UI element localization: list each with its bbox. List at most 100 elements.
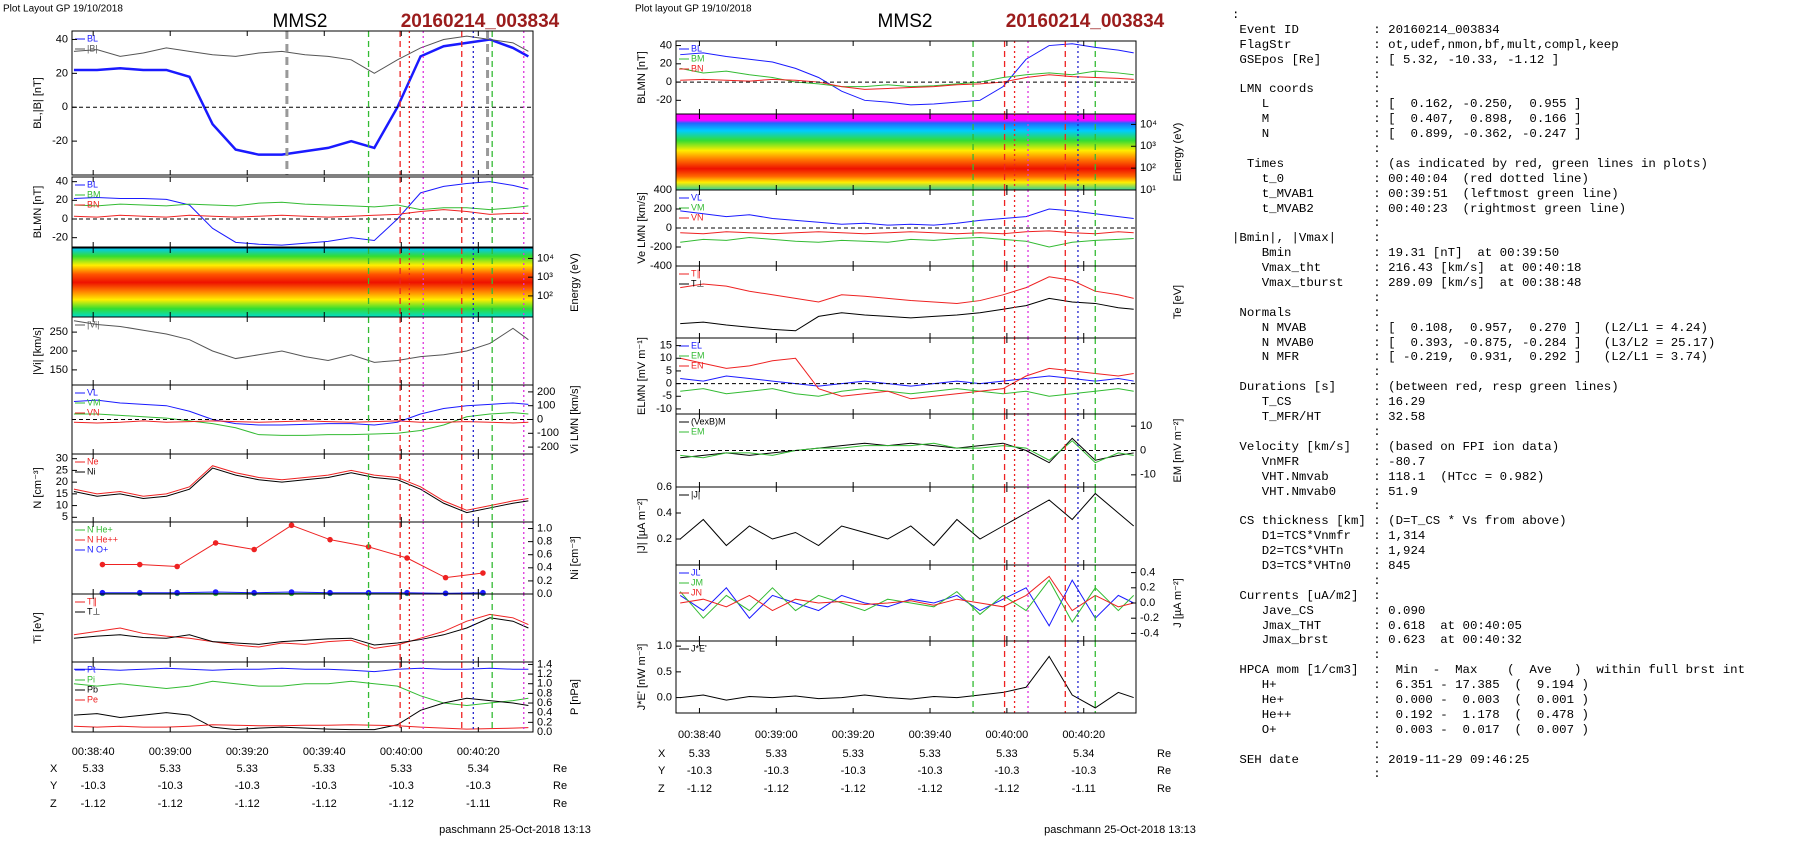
y-tick-label: 1.4	[537, 658, 552, 670]
position-value: -10.3	[994, 765, 1019, 777]
series-line	[680, 43, 1134, 106]
panel-frame	[71, 593, 534, 663]
info-line: He++ : 0.192 - 1.178 ( 0.478 )	[1232, 707, 1589, 722]
y-axis-label: Vi LMN [km/s]	[569, 385, 581, 453]
series-line	[73, 420, 529, 424]
info-line: SEH date : 2019-11-29 09:46:25	[1232, 752, 1530, 767]
y-tick-label: 0.0	[657, 691, 672, 703]
y-tick-label: 0	[62, 101, 68, 113]
y-tick-label: 1.2	[537, 668, 552, 680]
position-value: 5.34	[468, 763, 489, 775]
y-tick-label: 0.2	[1140, 582, 1155, 594]
footer: paschmann 25-Oct-2018 13:13	[1044, 824, 1196, 836]
y-tick-label: 10	[1140, 420, 1152, 432]
position-value: -1.11	[466, 798, 490, 810]
y-tick-label: 20	[56, 476, 68, 488]
y-axis-label: Te [eV]	[1172, 285, 1184, 319]
y-tick-label: -10	[1140, 469, 1156, 481]
plot-header: Plot Layout GP 19/10/2018	[3, 4, 123, 15]
plots: Plot Layout GP 19/10/2018 MMS2 20160214_00…	[3, 4, 1196, 836]
y-tick-label: 0.0	[1140, 597, 1155, 609]
position-value: -1.12	[312, 798, 337, 810]
info-line: :	[1232, 216, 1381, 231]
y-tick-label: 10²	[537, 290, 553, 302]
position-unit: Re	[553, 780, 567, 792]
position-value: 5.34	[1073, 748, 1094, 760]
x-tick-label: 00:39:40	[303, 746, 346, 758]
legend-entry: Ni	[87, 466, 96, 476]
info-line: FlagStr : ot,udef,nmon,bf,mult,compl,kee…	[1232, 37, 1619, 52]
position-value: -1.12	[841, 783, 866, 795]
series-line	[680, 236, 1134, 248]
y-tick-label: -10	[656, 403, 672, 415]
series-line	[73, 667, 529, 673]
position-value: -10.3	[1071, 765, 1096, 777]
x-tick-label: 00:39:00	[755, 729, 798, 741]
legend-entry: BM	[87, 189, 101, 199]
legend-entry: T∥	[691, 268, 701, 278]
y-tick-label: 5	[666, 365, 672, 377]
series-line	[680, 230, 1134, 235]
y-axis-label: BL,|B| [nT]	[32, 77, 44, 129]
panel-frame	[675, 640, 1137, 714]
y-tick-label: 10	[56, 499, 68, 511]
info-line: t_MVAB2 : 00:40:23 (rightmost green line…	[1232, 201, 1627, 216]
y-tick-label: 1.0	[537, 678, 552, 690]
info-line: :	[1232, 424, 1381, 439]
series-line	[73, 201, 529, 211]
series-line	[679, 579, 1135, 623]
series-point	[99, 561, 106, 568]
y-axis-label: Energy (eV)	[569, 253, 581, 312]
position-value: -1.11	[1072, 783, 1096, 795]
series-line	[680, 276, 1134, 304]
x-tick-label: 00:40:20	[1062, 729, 1105, 741]
y-tick-label: 0.0	[537, 726, 552, 738]
mission-title: MMS2	[273, 11, 328, 32]
position-unit: Re	[1157, 783, 1171, 795]
event-id: 20160214_003834	[401, 11, 560, 32]
legend-entry: VM	[87, 397, 101, 407]
legend-entry: EN	[691, 360, 704, 370]
position-value: -1.12	[389, 798, 414, 810]
info-line: M : [ 0.407, 0.898, 0.166 ]	[1232, 112, 1582, 127]
series-line	[680, 655, 1134, 709]
info-line: Bmin : 19.31 [nT] at 00:39:50	[1232, 246, 1560, 261]
y-axis-label: Ti [eV]	[32, 612, 44, 643]
info-line: N MVAB : [ 0.108, 0.957, 0.270 ] (L2/L1 …	[1232, 320, 1708, 335]
y-axis-label: N [cm⁻³]	[32, 467, 44, 508]
position-value: -10.3	[81, 780, 106, 792]
series-line	[73, 35, 529, 74]
series-point	[212, 540, 219, 546]
info-line: Vmax_tht : 216.43 [km/s] at 00:40:18	[1232, 261, 1582, 276]
legend-entry: JN	[691, 587, 702, 597]
y-axis-label: J*E' [nW m⁻³]	[636, 644, 648, 711]
series-point	[404, 555, 410, 561]
panel-frame	[675, 413, 1137, 488]
x-tick-label: 00:39:40	[909, 729, 952, 741]
y-axis-label: P [nPa]	[569, 679, 581, 715]
series-line	[73, 399, 529, 426]
series-line	[679, 579, 1134, 627]
info-line: D1=TCS*Vnmfr : 1,314	[1232, 529, 1426, 544]
series-point	[212, 589, 219, 595]
position-value: 5.33	[689, 748, 710, 760]
position-label: Y	[50, 780, 58, 792]
series-line	[73, 617, 529, 646]
info-line: L : [ 0.162, -0.250, 0.955 ]	[1232, 97, 1582, 112]
y-tick-label: -200	[650, 241, 672, 253]
series-line	[680, 375, 1134, 387]
y-tick-label: 15	[56, 488, 68, 500]
legend-entry: N He++	[87, 534, 118, 544]
info-line: T_MFR/HT : 32.58	[1232, 410, 1426, 425]
series-line	[73, 320, 529, 363]
series-point	[251, 546, 257, 553]
info-line: Jave_CS : 0.090	[1232, 603, 1426, 618]
spectrogram	[72, 248, 533, 317]
y-tick-label: 10³	[537, 271, 553, 283]
position-value: 5.33	[159, 763, 180, 775]
series-line	[73, 697, 529, 731]
plot-header: Plot layout GP 19/10/2018	[635, 4, 752, 15]
info-line: :	[1232, 573, 1381, 588]
position-unit: Re	[1157, 748, 1171, 760]
y-tick-label: 0.6	[657, 481, 672, 493]
